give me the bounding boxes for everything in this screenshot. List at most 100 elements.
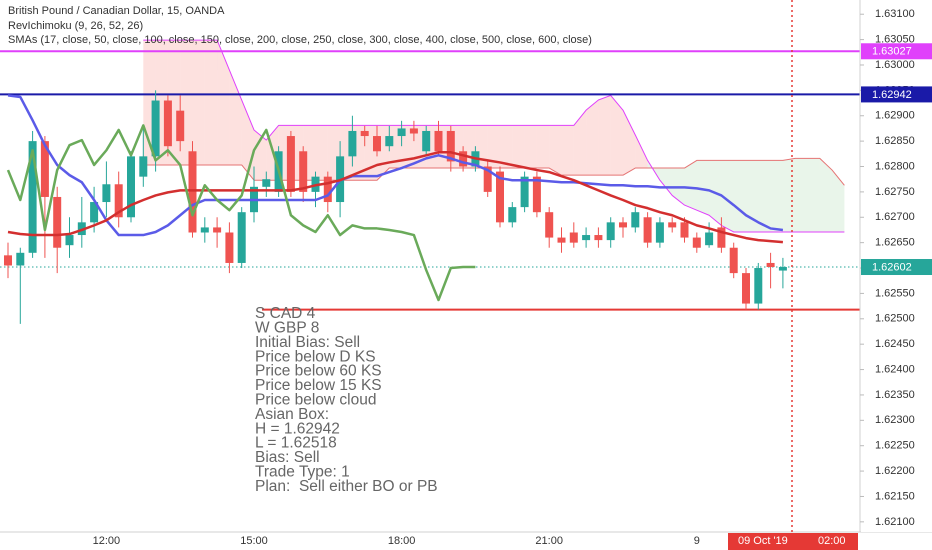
level-label-box (861, 86, 932, 103)
candle-body (4, 255, 12, 266)
candle-body (422, 130, 431, 152)
y-tick-label: 1.62900 (875, 110, 915, 122)
candle-body (434, 130, 443, 152)
cloud-fill (819, 158, 833, 232)
y-tick-label: 1.62500 (875, 313, 915, 325)
candle-body (188, 151, 197, 233)
chart-title: British Pound / Canadian Dollar, 15, OAN… (8, 5, 225, 17)
annotation-line: W GBP 8 (255, 319, 319, 336)
candle-body (643, 217, 652, 243)
annotation-line: Bias: Sell (255, 449, 320, 466)
cloud-fill (746, 160, 759, 232)
candle-body (139, 156, 148, 177)
cloud-fill (721, 160, 734, 232)
candle-body (323, 176, 332, 203)
candle-body (557, 237, 566, 243)
cloud-fill (524, 125, 537, 169)
y-tick-label: 1.62350 (875, 389, 915, 401)
y-tick-label: 1.62850 (875, 135, 915, 147)
candle-body (545, 212, 554, 238)
level-label: 1.62602 (872, 261, 912, 273)
annotation-line: Price below 15 KS (255, 377, 382, 394)
y-tick-label: 1.62700 (875, 211, 915, 223)
candle-body (237, 212, 246, 263)
cloud-fill (659, 168, 673, 196)
candle-body (360, 130, 369, 137)
cloud-fill (770, 160, 783, 232)
cloud-fill (315, 125, 328, 181)
y-tick-label: 1.62150 (875, 490, 915, 502)
crosshair-date: 09 Oct '19 (738, 535, 788, 547)
candle-body (446, 130, 455, 162)
candle-body (262, 179, 271, 187)
cloud-fill (573, 110, 587, 176)
y-tick-label: 1.62100 (875, 516, 915, 528)
candle-body (299, 151, 308, 192)
cloud-fill (623, 110, 636, 176)
cloud-fill (500, 125, 513, 169)
candle-body (200, 227, 209, 233)
x-tick-label: 12:00 (93, 535, 121, 547)
cloud-fill (684, 160, 697, 211)
cloud-fill (733, 160, 746, 232)
candle-body (385, 136, 394, 147)
cloud-fill (487, 125, 500, 169)
cloud-fill (192, 40, 205, 165)
x-tick-label: 9 (694, 535, 700, 547)
candle-body (483, 166, 492, 192)
candle-body (459, 151, 468, 167)
annotation-line: Initial Bias: Sell (255, 334, 360, 351)
level-label-box (861, 259, 932, 276)
annotation-line: H = 1.62942 (255, 420, 340, 437)
candle-body (705, 232, 714, 246)
candle-body (532, 176, 541, 213)
candle-body (631, 212, 640, 228)
candle-body (742, 273, 750, 304)
cloud-fill (204, 40, 218, 165)
y-tick-label: 1.62450 (875, 338, 915, 350)
y-tick-label: 1.62550 (875, 287, 915, 299)
cloud-fill (217, 40, 230, 165)
candle-body (286, 136, 295, 192)
candle-body (213, 227, 222, 233)
candle-body (65, 235, 74, 246)
candle-body (766, 262, 775, 268)
cloud-fill (610, 95, 623, 176)
annotation-line: Price below D KS (255, 348, 376, 365)
candle-body (225, 232, 234, 263)
cloud-fill (586, 100, 599, 176)
crosshair-time: 02:00 (818, 535, 846, 547)
candle-body (619, 222, 627, 228)
candle-body (40, 141, 49, 197)
candle-body (729, 247, 738, 274)
candle-body (151, 100, 160, 157)
y-tick-label: 1.62250 (875, 440, 915, 452)
cloud-fill (782, 158, 796, 232)
candle-body (496, 171, 504, 223)
cloud-fill (795, 158, 808, 232)
cloud-fill (598, 95, 611, 176)
cloud-fill (180, 40, 193, 165)
candle-body (102, 184, 111, 203)
cloud-span-b (143, 39, 845, 233)
candle-body (606, 222, 615, 241)
annotation-line: Asian Box: (255, 406, 329, 423)
indicator-line (7, 94, 784, 237)
y-tick-label: 1.62750 (875, 186, 915, 198)
time-axis (0, 533, 932, 550)
level-label-box (861, 43, 932, 60)
annotation-line: Price below 60 KS (255, 363, 382, 380)
candle-body (90, 202, 99, 223)
candle-body (127, 156, 135, 218)
candle-body (680, 222, 689, 238)
candle-body (163, 100, 172, 147)
candle-body (508, 207, 517, 223)
candle-body (594, 235, 603, 241)
cloud-span-a (143, 157, 845, 186)
y-tick-label: 1.62400 (875, 363, 915, 375)
annotation-line: S CAD 4 (255, 305, 316, 322)
cloud-fill (561, 125, 574, 176)
candle-body (53, 196, 62, 248)
cloud-fill (549, 125, 562, 176)
